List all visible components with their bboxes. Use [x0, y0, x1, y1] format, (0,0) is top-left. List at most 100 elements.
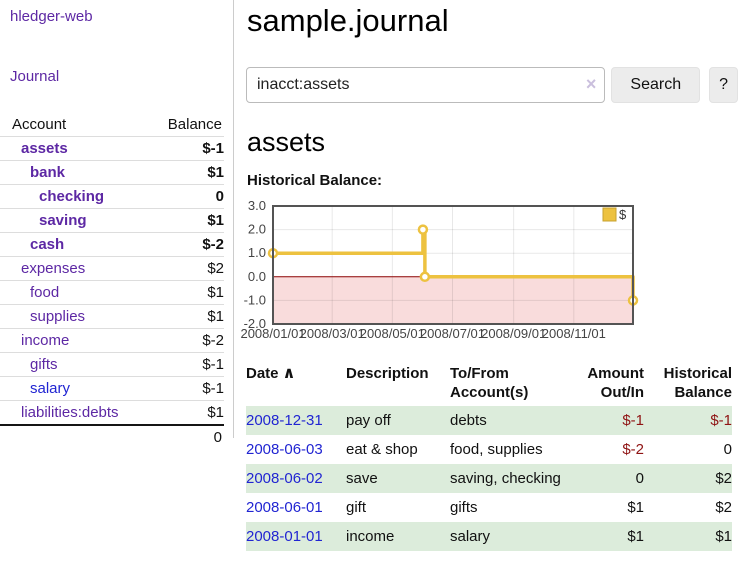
account-balance: $1	[207, 308, 224, 325]
transaction-cell: $-2	[622, 441, 644, 458]
transaction-row: 2008-01-01 income salary $1 $1	[246, 522, 732, 551]
transaction-cell: gift	[346, 499, 367, 516]
account-link-food[interactable]: food	[30, 284, 60, 301]
transaction-row: 2008-06-01 gift gifts $1 $2	[246, 493, 732, 522]
account-link-cash[interactable]: cash	[30, 236, 65, 253]
sidebar-account-row: expenses $2	[0, 256, 224, 281]
account-balance: $-1	[202, 140, 224, 157]
transaction-cell: 0	[723, 441, 732, 458]
transaction-cell: saving, checking	[450, 470, 561, 487]
account-link-assets[interactable]: assets	[21, 140, 68, 157]
account-cell: income	[0, 329, 152, 353]
account-cell: cash	[0, 233, 152, 257]
balance-chart-svg: $3.0 2.0 1.0 0.0 -1.0 -2.02008/01/012008/03/0…	[240, 198, 639, 341]
x-tick-label: 2008/03/01	[300, 326, 365, 341]
search-box: ×	[246, 67, 606, 103]
register-column-header[interactable]: Date ∧	[246, 365, 296, 382]
historical-balance-chart: $3.0 2.0 1.0 0.0 -1.0 -2.0 2008/01/01 2008/03/0…	[240, 198, 738, 346]
transaction-cell: $1	[627, 499, 644, 516]
transaction-date-cell: 2008-01-01	[246, 522, 342, 551]
transaction-date-cell: 2008-06-01	[246, 493, 342, 522]
transaction-cell: $2	[715, 499, 732, 516]
sidebar-account-row: salary $-1	[0, 376, 224, 401]
brand-link[interactable]: hledger-web	[10, 8, 93, 25]
transaction-cell: $2	[715, 470, 732, 487]
help-button[interactable]: ?	[709, 67, 738, 103]
sidebar-account-row: liabilities:debts $1	[0, 400, 224, 426]
transaction-cell: pay off	[346, 412, 391, 429]
transaction-date-link[interactable]: 2008-01-01	[246, 528, 323, 545]
account-link-expenses[interactable]: expenses	[21, 260, 86, 277]
sidebar-total-row: 0	[0, 425, 224, 449]
transaction-date-link[interactable]: 2008-06-01	[246, 499, 323, 516]
transaction-cell: 0	[635, 470, 644, 487]
total-spacer	[0, 425, 152, 449]
transaction-date-link[interactable]: 2008-06-03	[246, 441, 323, 458]
transaction-cell: salary	[450, 528, 491, 545]
chart-point	[417, 224, 429, 235]
account-link-saving[interactable]: saving	[39, 212, 87, 229]
clear-search-icon[interactable]: ×	[585, 74, 597, 94]
account-balance: 0	[215, 188, 224, 205]
main-content: sample.journal × Search ? assets Histori…	[240, 0, 738, 551]
account-cell: saving	[0, 209, 152, 233]
chart-point	[419, 271, 431, 283]
transaction-row: 2008-06-02 save saving, checking 0 $2	[246, 464, 732, 493]
account-cell: salary	[0, 377, 152, 401]
sidebar-account-row: supplies $1	[0, 304, 224, 329]
account-balance: $1	[207, 164, 224, 181]
account-link-liabilities-debts[interactable]: liabilities:debts	[21, 404, 119, 421]
account-cell: supplies	[0, 305, 152, 329]
account-cell: checking	[0, 185, 152, 209]
total-balance: 0	[213, 429, 222, 446]
register-table: Date ∧ Description To/From Account(s) Amount…	[246, 360, 732, 551]
transaction-date-link[interactable]: 2008-06-02	[246, 470, 323, 487]
transaction-cell: eat & shop	[346, 441, 418, 458]
account-link-gifts[interactable]: gifts	[30, 356, 58, 373]
x-tick-label: 2008/05/01	[360, 326, 425, 341]
x-tick-label: 2008/11/01	[542, 326, 606, 341]
account-balance: $-2	[202, 236, 224, 253]
transaction-row: 2008-12-31 pay off debts $-1 $-1	[246, 406, 732, 435]
sidebar-account-row: checking 0	[0, 184, 224, 209]
page-title: sample.journal	[247, 3, 449, 38]
sidebar-accounts-table: Account Balance assets $-1 bank $1 checking 0…	[0, 113, 224, 449]
account-link-supplies[interactable]: supplies	[30, 308, 86, 325]
transaction-date-cell: 2008-06-03	[246, 435, 342, 464]
transaction-row: 2008-06-03 eat & shop food, supplies $-2 0	[246, 435, 732, 464]
y-tick-label: 2.0	[248, 222, 266, 237]
transaction-cell: $1	[627, 528, 644, 545]
search-button[interactable]: Search	[611, 67, 701, 103]
account-link-bank[interactable]: bank	[30, 164, 66, 181]
transaction-cell: food, supplies	[450, 441, 543, 458]
account-link-income[interactable]: income	[21, 332, 70, 349]
transaction-date-link[interactable]: 2008-12-31	[246, 412, 323, 429]
sidebar-account-row: income $-2	[0, 328, 224, 353]
account-cell: food	[0, 281, 152, 305]
account-link-salary[interactable]: salary	[30, 380, 71, 397]
y-tick-label: -2.0	[244, 316, 266, 331]
nav-journal-link[interactable]: Journal	[10, 68, 60, 85]
transaction-cell: debts	[450, 412, 487, 429]
sidebar-account-row: food $1	[0, 280, 224, 305]
x-tick-label: 2008/09/01	[481, 326, 546, 341]
search-bar: × Search ?	[246, 67, 738, 103]
search-input[interactable]	[246, 67, 606, 103]
y-tick-label: 0.0	[248, 269, 266, 284]
account-balance: $2	[207, 260, 224, 277]
legend-swatch	[602, 207, 617, 222]
transaction-cell: income	[346, 528, 395, 545]
transaction-date-cell: 2008-12-31	[246, 406, 342, 435]
legend-label: $	[619, 207, 627, 222]
account-balance: $-1	[202, 380, 224, 397]
y-tick-label: 3.0	[248, 198, 266, 213]
sort-ascending-icon[interactable]: ∧	[282, 365, 296, 382]
account-balance: $1	[207, 212, 224, 229]
account-balance: $1	[207, 284, 224, 301]
account-balance: $1	[207, 404, 224, 421]
sidebar-account-row: saving $1	[0, 208, 224, 233]
account-cell: liabilities:debts	[0, 401, 152, 426]
account-link-checking[interactable]: checking	[39, 188, 105, 205]
transaction-date-cell: 2008-06-02	[246, 464, 342, 493]
chart-label: Historical Balance:	[247, 172, 383, 189]
